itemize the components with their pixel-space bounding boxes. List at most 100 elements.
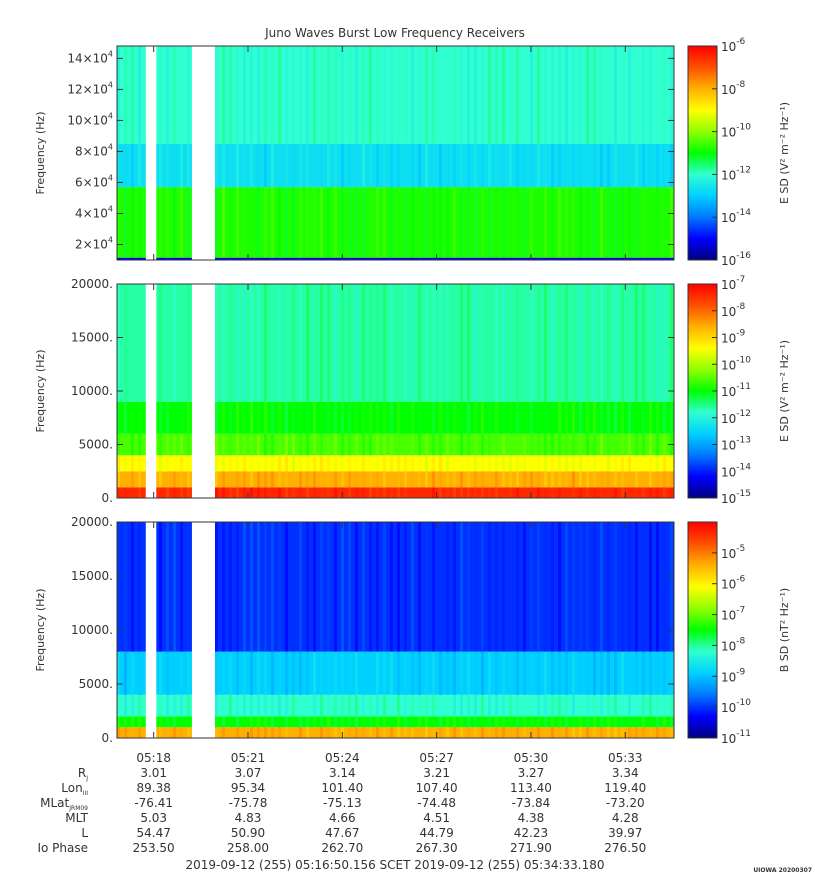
spectrum-cell (495, 522, 498, 652)
spectrum-cell (432, 651, 435, 695)
spectrum-cell (173, 455, 176, 472)
spectrum-cell (124, 487, 127, 498)
spectrum-cell (544, 487, 547, 498)
spectrum-cell (418, 522, 421, 652)
spectrum-cell (250, 522, 253, 652)
spectrum-cell (481, 651, 484, 695)
spectrum-cell (383, 694, 386, 717)
spectrum-cell (628, 522, 631, 652)
spectrum-cell (362, 257, 365, 260)
spectrum-cell (642, 522, 645, 652)
spectrum-cell (418, 716, 421, 728)
ephemeris-row-label: MLT (65, 811, 88, 825)
spectrum-cell (376, 433, 379, 456)
spectrum-cell (215, 471, 218, 488)
spectrum-cell (579, 284, 582, 402)
spectrum-cell (628, 143, 631, 188)
spectrum-cell (642, 433, 645, 456)
spectrum-cell (180, 471, 183, 488)
spectrum-cell (313, 187, 316, 258)
spectrum-cell (222, 694, 225, 717)
y-tick-exponent: 4 (108, 235, 113, 244)
spectrum-cell (187, 455, 190, 472)
spectrum-cell (600, 455, 603, 472)
spectrum-cell (236, 433, 239, 456)
spectrum-cell (124, 716, 127, 728)
spectrum-cell (663, 257, 666, 260)
spectrum-cell (187, 401, 190, 434)
spectrum-band (117, 257, 674, 260)
spectrum-cell (173, 284, 176, 402)
spectrum-cell (285, 471, 288, 488)
spectrum-cell (656, 727, 659, 738)
spectrum-cell (355, 716, 358, 728)
spectrum-cell (334, 716, 337, 728)
spectrum-cell (243, 143, 246, 188)
spectrum-cell (586, 471, 589, 488)
spectrum-cell (362, 187, 365, 258)
spectrum-cell (586, 727, 589, 738)
spectrum-cell (558, 716, 561, 728)
spectrum-cell (362, 694, 365, 717)
spectrum-cell (663, 471, 666, 488)
spectrum-band (117, 455, 674, 472)
spectrum-cell (579, 716, 582, 728)
spectrum-cell (257, 401, 260, 434)
spectrum-cell (334, 46, 337, 144)
colorbar-tick-exponent: -11 (736, 729, 751, 739)
spectrum-cell (460, 522, 463, 652)
spectrum-cell (523, 487, 526, 498)
spectrum-cell (656, 522, 659, 652)
spectrum-cell (495, 471, 498, 488)
spectrum-cell (383, 284, 386, 402)
colorbar-tick-exponent: -11 (736, 382, 751, 392)
spectrum-cell (635, 187, 638, 258)
spectrum-cell (250, 471, 253, 488)
spectrum-cell (565, 433, 568, 456)
spectrum-cell (271, 433, 274, 456)
spectrum-cell (635, 727, 638, 738)
spectrum-cell (369, 455, 372, 472)
spectrum-cell (530, 143, 533, 188)
spectrum-cell (579, 46, 582, 144)
spectrum-cell (320, 455, 323, 472)
spectrum-cell (642, 187, 645, 258)
spectrum-cell (551, 471, 554, 488)
spectrum-cell (376, 471, 379, 488)
spectrum-cell (257, 187, 260, 258)
spectrum-cell (306, 716, 309, 728)
y-tick-label: 8×104 (75, 142, 113, 158)
spectrum-cell (635, 455, 638, 472)
spectrum-cell (621, 433, 624, 456)
spectrum-cell (306, 284, 309, 402)
ephemeris-value: 5.03 (140, 811, 167, 825)
ephemeris-value: 50.90 (231, 826, 265, 840)
spectrum-cell (614, 284, 617, 402)
spectrum-cell (271, 522, 274, 652)
spectrum-cell (663, 455, 666, 472)
spectrum-cell (159, 187, 162, 258)
spectrum-cell (523, 522, 526, 652)
spectrum-cell (425, 455, 428, 472)
spectrum-cell (215, 716, 218, 728)
spectrum-cell (271, 727, 274, 738)
spectrum-cell (124, 401, 127, 434)
spectrum-cell (131, 716, 134, 728)
spectrum-cell (334, 284, 337, 402)
spectrum-cell (299, 46, 302, 144)
spectrum-cell (222, 401, 225, 434)
spectrum-cell (243, 433, 246, 456)
spectrum-cell (327, 46, 330, 144)
scet-footer: 2019-09-12 (255) 05:16:50.156 SCET 2019-… (185, 858, 604, 872)
spectrum-cell (397, 487, 400, 498)
spectrum-cell (649, 455, 652, 472)
spectrum-cell (446, 401, 449, 434)
spectrum-cell (495, 455, 498, 472)
spectrogram-panel-1: 2×104 4×104 6×104 8×104 10×104 12×104 14×104 Fr… (34, 37, 791, 268)
spectrum-cell (467, 471, 470, 488)
colorbar-tick-label: 10-8 (721, 636, 746, 653)
spectrum-cell (117, 401, 120, 434)
spectrum-cell (446, 143, 449, 188)
spectrum-cell (355, 522, 358, 652)
spectrum-cell (523, 187, 526, 258)
